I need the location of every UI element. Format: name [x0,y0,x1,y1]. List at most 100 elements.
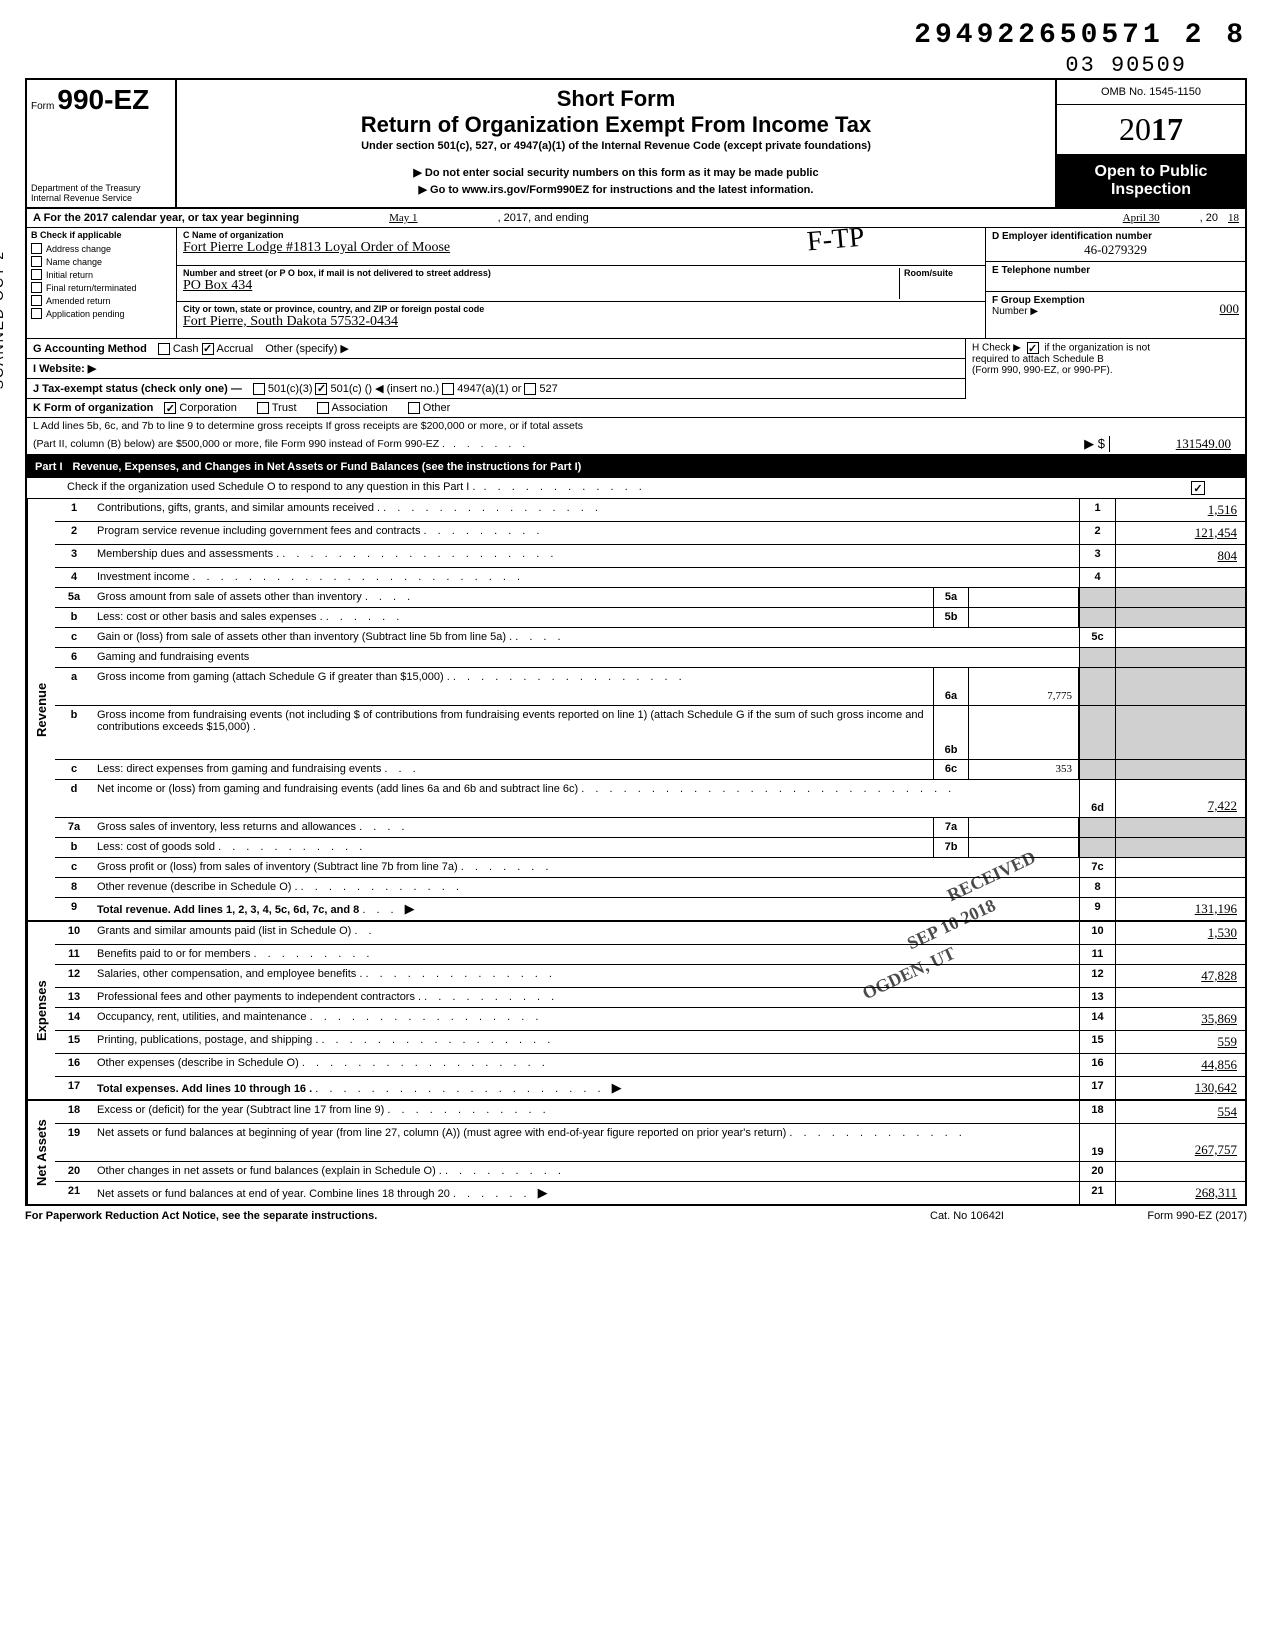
l14-rnum: 14 [1079,1008,1115,1030]
chk-name-change[interactable] [31,256,42,267]
top-code-1: 294922650571 2 8 [25,20,1247,51]
l7c-rnum: 7c [1079,858,1115,877]
l5a-mnum: 5a [933,588,969,607]
form-number: 990-EZ [57,84,149,115]
info-block-bcdef: B Check if applicable Address change Nam… [25,228,1247,339]
chk-cash[interactable] [158,343,170,355]
l6b-rnum-shade [1079,706,1115,759]
l7a-rval-shade [1115,818,1245,837]
lbl-final-return: Final return/terminated [46,283,137,293]
l13-rval [1115,988,1245,1007]
l14-desc: Occupancy, rent, utilities, and maintena… [93,1008,1079,1030]
l13-desc: Professional fees and other payments to … [93,988,1079,1007]
expenses-side-label: Expenses [27,922,55,1099]
l7c-desc: Gross profit or (loss) from sales of inv… [93,858,1079,877]
l19-rval: 267,757 [1115,1124,1245,1161]
l6c-desc: Less: direct expenses from gaming and fu… [93,760,933,779]
l7a-desc: Gross sales of inventory, less returns a… [93,818,933,837]
l6d-desc: Net income or (loss) from gaming and fun… [93,780,1079,817]
lbl-association: Association [332,402,388,414]
l21-num: 21 [55,1182,93,1204]
chk-other-org[interactable] [408,402,420,414]
l1-rnum: 1 [1079,499,1115,521]
l16-num: 16 [55,1054,93,1076]
l1-desc: Contributions, gifts, grants, and simila… [93,499,1079,521]
phone-label: E Telephone number [992,265,1239,276]
top-code-2: 03 90509 [1065,53,1187,78]
l6a-rnum-shade [1079,668,1115,705]
ein-value: 46-0279329 [992,242,1239,258]
chk-527[interactable] [524,383,536,395]
l5a-rval-shade [1115,588,1245,607]
lbl-corporation: Corporation [179,402,236,414]
under-section: Under section 501(c), 527, or 4947(a)(1)… [185,140,1047,152]
l7a-num: 7a [55,818,93,837]
ftp-stamp: F-TP [806,222,866,259]
l6a-desc: Gross income from gaming (attach Schedul… [93,668,933,705]
chk-4947[interactable] [442,383,454,395]
l11-rval [1115,945,1245,964]
l16-rnum: 16 [1079,1054,1115,1076]
l5c-num: c [55,628,93,647]
row-h-text3: required to attach Schedule B [972,354,1104,365]
lbl-amended-return: Amended return [46,296,111,306]
chk-initial-return[interactable] [31,269,42,280]
l17-desc: Total expenses. Add lines 10 through 16 … [93,1077,1079,1099]
year-prefix: 20 [1119,111,1151,147]
l16-rval: 44,856 [1115,1054,1245,1076]
year-bold: 17 [1151,111,1183,147]
row-k-label: K Form of organization [33,402,153,414]
lbl-4947: 4947(a)(1) or [457,383,521,395]
l16-desc: Other expenses (describe in Schedule O) … [93,1054,1079,1076]
chk-amended-return[interactable] [31,295,42,306]
l10-desc: Grants and similar amounts paid (list in… [93,922,1079,944]
l9-rval: 131,196 [1115,898,1245,920]
l21-rval: 268,311 [1115,1182,1245,1204]
chk-final-return[interactable] [31,282,42,293]
l19-rnum: 19 [1079,1124,1115,1161]
lbl-accrual: Accrual [217,343,254,355]
lbl-527: 527 [539,383,557,395]
chk-501c3[interactable] [253,383,265,395]
l2-desc: Program service revenue including govern… [93,522,1079,544]
tax-year: 2017 [1057,105,1245,155]
chk-accrual[interactable] [202,343,214,355]
chk-application-pending[interactable] [31,308,42,319]
dept-treasury: Department of the Treasury [31,183,141,193]
lbl-cash: Cash [173,343,199,355]
l6c-mval: 353 [969,760,1079,779]
chk-address-change[interactable] [31,243,42,254]
row-a-prefix: A For the 2017 calendar year, or tax yea… [33,212,299,224]
l12-desc: Salaries, other compensation, and employ… [93,965,1079,987]
footer-form: Form 990-EZ (2017) [1067,1210,1247,1222]
chk-corporation[interactable] [164,402,176,414]
section-b-title: B Check if applicable [27,228,176,242]
l10-rnum: 10 [1079,922,1115,944]
group-exempt-value: 000 [1220,301,1240,317]
l18-rval: 554 [1115,1101,1245,1123]
l18-rnum: 18 [1079,1101,1115,1123]
l9-num: 9 [55,898,93,920]
l1-rval: 1,516 [1115,499,1245,521]
l5a-num: 5a [55,588,93,607]
l7b-num: b [55,838,93,857]
l3-desc: Membership dues and assessments . . . . … [93,545,1079,567]
lbl-application-pending: Application pending [46,309,125,319]
chk-schedule-o[interactable] [1191,481,1205,495]
l5a-rnum-shade [1079,588,1115,607]
dept-irs: Internal Revenue Service [31,193,141,203]
lbl-insert-no: ) ◀ (insert no.) [368,382,439,395]
lbl-name-change: Name change [46,257,102,267]
l14-rval: 35,869 [1115,1008,1245,1030]
l5c-desc: Gain or (loss) from sale of assets other… [93,628,1079,647]
city-label: City or town, state or province, country… [183,304,979,314]
chk-501c[interactable] [315,383,327,395]
chk-trust[interactable] [257,402,269,414]
chk-schedule-b[interactable] [1027,342,1039,354]
l4-num: 4 [55,568,93,587]
chk-association[interactable] [317,402,329,414]
l17-rval: 130,642 [1115,1077,1245,1099]
l2-rval: 121,454 [1115,522,1245,544]
l6c-mnum: 6c [933,760,969,779]
l6b-num: b [55,706,93,759]
